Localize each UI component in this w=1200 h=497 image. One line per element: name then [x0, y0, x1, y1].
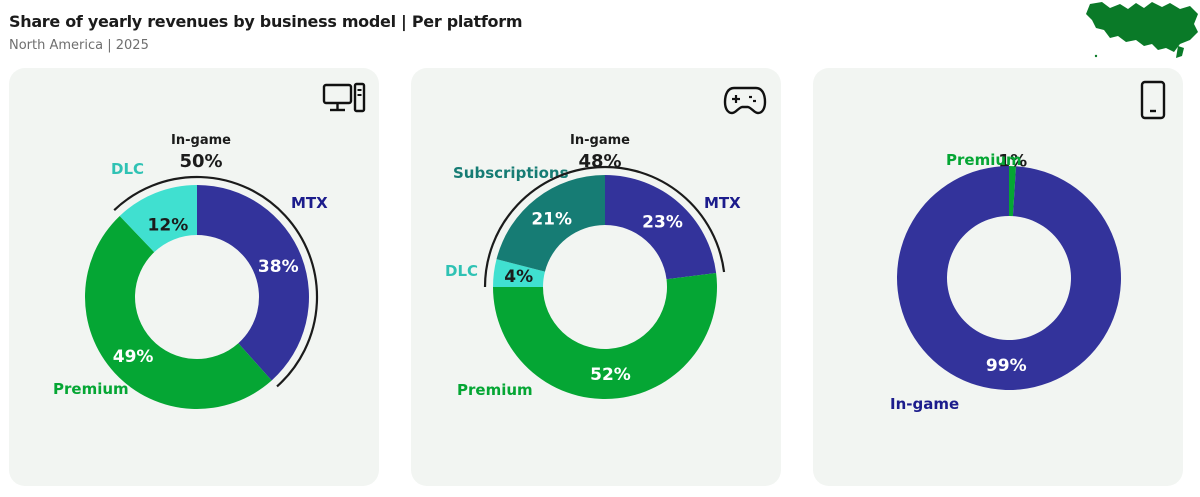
- value-label-dlc: 12%: [148, 215, 189, 235]
- category-label-premium: Premium: [946, 151, 1022, 169]
- category-label-mtx: MTX: [704, 194, 741, 212]
- slice-subscriptions: [496, 175, 605, 272]
- category-label-subscriptions: Subscriptions: [453, 164, 569, 182]
- pc-platform-card: 38% 49% 12% MTX Premium DLC In-game 50%: [9, 68, 379, 486]
- in-game-group-bracket: [483, 165, 726, 288]
- slice-premium: [1009, 166, 1017, 217]
- slice-mtx: [605, 175, 717, 280]
- value-label-dlc: 4%: [504, 267, 533, 287]
- value-label-in-game: 99%: [986, 356, 1027, 376]
- desktop-pc-icon: [322, 82, 366, 113]
- slice-dlc: [493, 259, 545, 287]
- slice-premium: [85, 215, 272, 409]
- value-label-mtx: 23%: [642, 213, 683, 233]
- slice-premium: [493, 272, 717, 399]
- slice-dlc: [119, 185, 197, 253]
- value-label-mtx: 38%: [258, 257, 299, 277]
- smartphone-icon: [1140, 80, 1166, 120]
- in-game-group-bracket: [113, 175, 319, 388]
- category-label-in-game: In-game: [890, 395, 959, 413]
- group-value-in-game: 50%: [179, 151, 222, 172]
- slice-mtx: [197, 185, 309, 381]
- group-label-in-game: In-game: [171, 133, 231, 148]
- value-label-premium: 52%: [590, 365, 631, 385]
- value-label-subscriptions: 21%: [531, 209, 572, 229]
- category-label-premium: Premium: [457, 381, 533, 399]
- console-platform-card: 23% 52% 4% 21% MTX Premium DLC Subscriptions In-…: [411, 68, 781, 486]
- category-label-premium: Premium: [53, 380, 129, 398]
- value-label-premium: 49%: [113, 347, 154, 367]
- north-america-map-icon: [1086, 2, 1198, 58]
- chart-subtitle: North America | 2025: [9, 38, 149, 53]
- slice-in-game: [897, 166, 1121, 390]
- gamepad-icon: [723, 86, 767, 115]
- group-label-in-game: In-game: [570, 133, 630, 148]
- mobile-platform-card: 1% 99% Premium In-game: [813, 68, 1183, 486]
- chart-title: Share of yearly revenues by business mod…: [9, 12, 523, 31]
- category-label-dlc: DLC: [445, 262, 478, 280]
- category-label-mtx: MTX: [291, 194, 328, 212]
- category-label-dlc: DLC: [111, 160, 144, 178]
- group-value-in-game: 48%: [578, 151, 621, 172]
